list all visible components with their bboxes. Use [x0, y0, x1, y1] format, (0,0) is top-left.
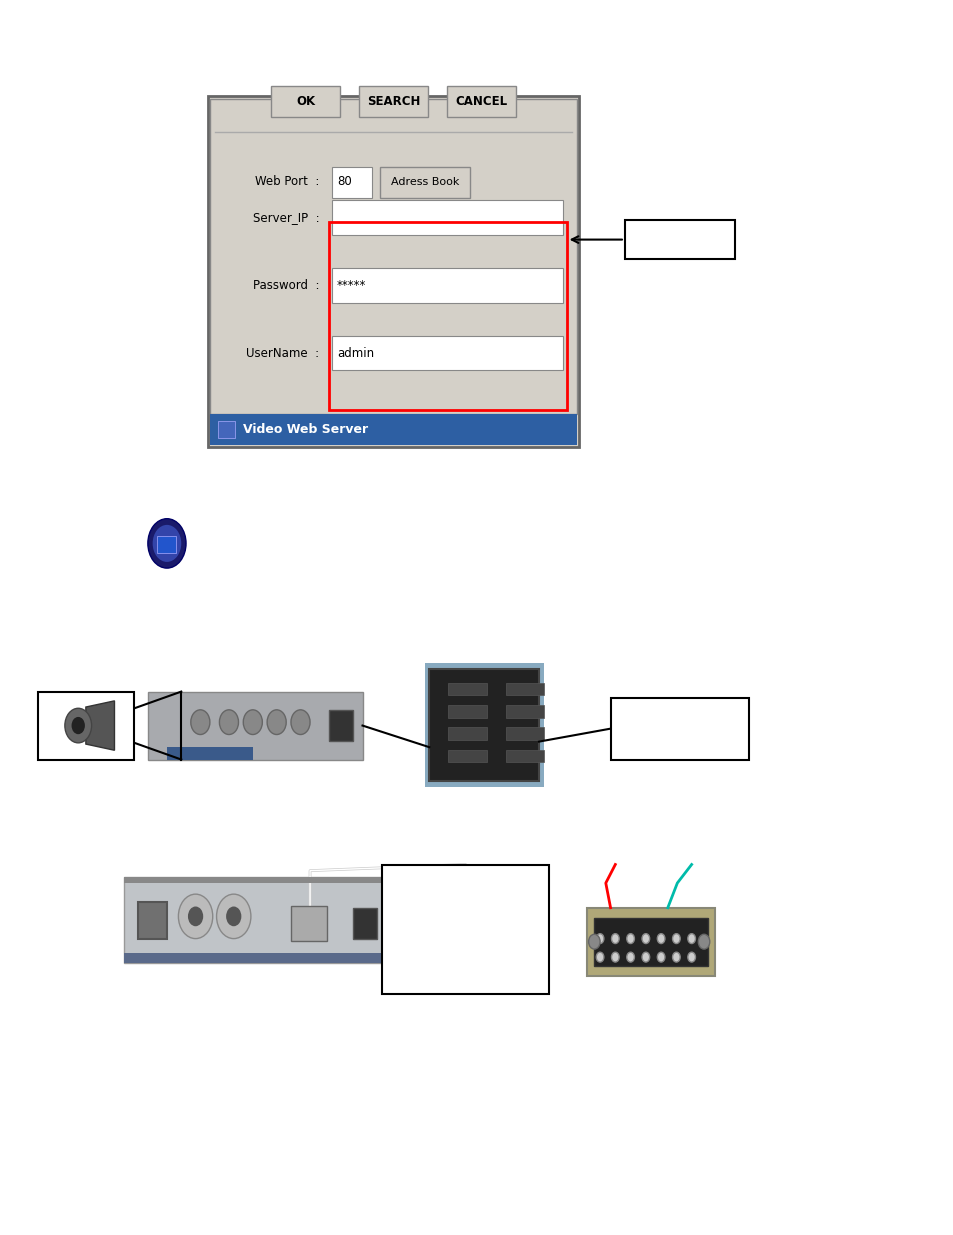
- Text: Adress Book: Adress Book: [391, 177, 458, 186]
- Bar: [124, 877, 410, 963]
- Text: Web Port  :: Web Port :: [255, 175, 319, 188]
- Bar: [448, 727, 486, 740]
- Circle shape: [657, 952, 664, 962]
- Bar: [448, 683, 486, 695]
- Bar: [505, 750, 543, 762]
- Circle shape: [596, 934, 603, 944]
- Text: OK: OK: [295, 95, 315, 109]
- Circle shape: [657, 934, 664, 944]
- Bar: [424, 663, 543, 787]
- Bar: [505, 683, 543, 695]
- Polygon shape: [86, 701, 114, 750]
- Text: 80: 80: [336, 175, 351, 188]
- Bar: [157, 536, 176, 553]
- Bar: [610, 698, 748, 760]
- Bar: [594, 918, 707, 966]
- Bar: [332, 268, 562, 303]
- Circle shape: [152, 525, 181, 562]
- Text: SEARCH: SEARCH: [367, 95, 419, 109]
- Bar: [210, 414, 577, 445]
- Circle shape: [672, 952, 679, 962]
- Bar: [358, 86, 427, 117]
- Circle shape: [226, 906, 241, 926]
- Text: *****: *****: [336, 279, 366, 291]
- Bar: [329, 710, 353, 741]
- Bar: [505, 705, 543, 718]
- Bar: [167, 747, 253, 760]
- Bar: [332, 167, 372, 198]
- Circle shape: [687, 934, 695, 944]
- Circle shape: [191, 710, 210, 735]
- Bar: [446, 86, 515, 117]
- Circle shape: [148, 519, 186, 568]
- Bar: [332, 336, 562, 370]
- Bar: [505, 727, 543, 740]
- Bar: [210, 99, 577, 414]
- Bar: [624, 220, 734, 259]
- Bar: [448, 705, 486, 718]
- Bar: [353, 908, 376, 939]
- Circle shape: [219, 710, 238, 735]
- Circle shape: [71, 716, 85, 734]
- Bar: [291, 906, 327, 941]
- Text: Password  :: Password :: [253, 279, 319, 291]
- Bar: [217, 421, 234, 438]
- Bar: [148, 692, 362, 760]
- Circle shape: [178, 894, 213, 939]
- Circle shape: [672, 934, 679, 944]
- Bar: [381, 864, 548, 994]
- Circle shape: [687, 952, 695, 962]
- Circle shape: [188, 906, 203, 926]
- Circle shape: [698, 934, 709, 948]
- Bar: [124, 953, 410, 963]
- Circle shape: [596, 952, 603, 962]
- Circle shape: [641, 952, 649, 962]
- Bar: [208, 96, 578, 447]
- Circle shape: [243, 710, 262, 735]
- Circle shape: [65, 708, 91, 742]
- Bar: [38, 692, 133, 760]
- Text: CANCEL: CANCEL: [455, 95, 507, 109]
- Circle shape: [216, 894, 251, 939]
- Bar: [329, 222, 566, 410]
- Text: Server_IP  :: Server_IP :: [253, 211, 319, 224]
- Bar: [586, 908, 715, 976]
- Bar: [379, 167, 470, 198]
- Circle shape: [626, 952, 634, 962]
- Bar: [332, 200, 562, 235]
- Text: admin: admin: [336, 347, 374, 359]
- Bar: [138, 902, 167, 939]
- Circle shape: [267, 710, 286, 735]
- Circle shape: [626, 934, 634, 944]
- Bar: [448, 750, 486, 762]
- Text: Video Web Server: Video Web Server: [243, 422, 368, 436]
- Circle shape: [641, 934, 649, 944]
- Bar: [429, 669, 538, 781]
- Circle shape: [611, 952, 618, 962]
- Text: UserName  :: UserName :: [246, 347, 319, 359]
- Circle shape: [588, 934, 599, 948]
- Bar: [124, 877, 410, 883]
- Bar: [272, 86, 340, 117]
- Circle shape: [611, 934, 618, 944]
- Circle shape: [291, 710, 310, 735]
